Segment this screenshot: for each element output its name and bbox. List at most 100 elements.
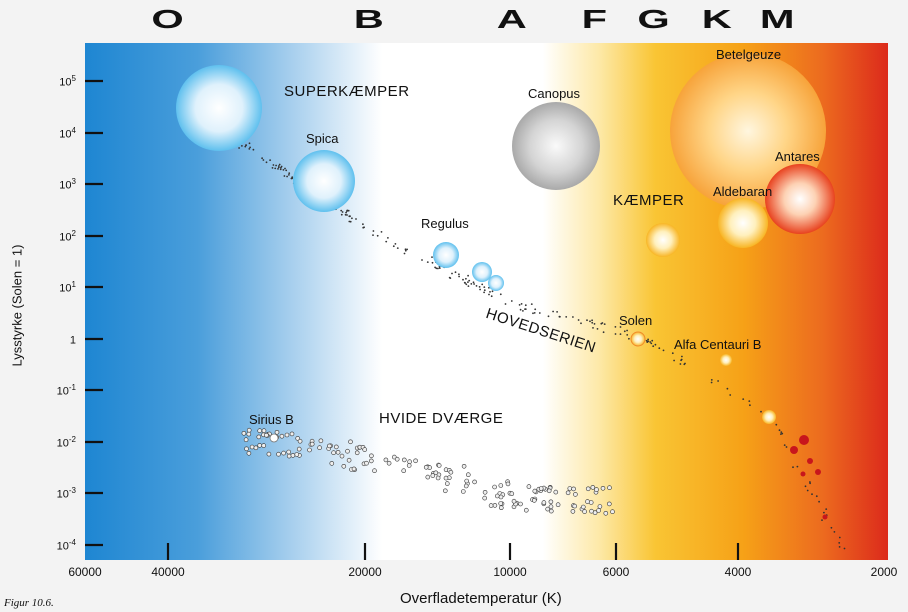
spectral-class-a: A — [496, 4, 531, 34]
star-dot — [710, 381, 713, 384]
star-dot — [532, 312, 534, 315]
star-dot — [451, 272, 453, 275]
star-dot — [431, 261, 434, 264]
label-canopus: Canopus — [528, 86, 581, 101]
star-dot — [498, 501, 504, 506]
star-dot — [577, 319, 580, 321]
star-dot — [465, 277, 467, 280]
star-dot — [272, 164, 275, 166]
y-tick-label: 101 — [59, 280, 76, 295]
star-dot — [274, 167, 277, 170]
star-dot — [281, 450, 286, 456]
star-dot — [538, 312, 541, 314]
y-tick-label: 105 — [59, 74, 76, 89]
star-dot — [288, 172, 291, 175]
star-dot — [806, 489, 809, 492]
star-dot — [257, 428, 262, 434]
star-dot — [729, 394, 732, 396]
star-dot — [335, 449, 341, 455]
star-dot — [284, 167, 286, 170]
star-dot — [623, 330, 626, 333]
star-dot — [394, 456, 400, 462]
star-dot — [331, 450, 336, 456]
x-tick-label: 4000 — [724, 565, 752, 579]
star-dot — [607, 485, 612, 491]
star-dot — [404, 248, 407, 251]
star-dot — [673, 359, 675, 362]
star-dot — [580, 322, 582, 325]
star-dot — [274, 429, 280, 435]
star-dot — [792, 466, 794, 469]
star-dot — [458, 275, 460, 278]
star-dot — [448, 469, 454, 475]
star-dot — [796, 465, 799, 468]
star-dot — [433, 470, 439, 476]
star-dot — [406, 463, 412, 468]
star-dot — [248, 148, 251, 150]
star-dot — [245, 144, 247, 147]
star-dot — [261, 157, 263, 160]
star-dot — [261, 443, 266, 448]
star-dot — [649, 341, 652, 343]
star-dot — [585, 486, 591, 492]
star-dot — [654, 343, 657, 346]
star-dot — [277, 166, 280, 169]
y-axis-title: Lysstyrke (Solen = 1) — [9, 244, 25, 367]
star-dot — [346, 214, 348, 216]
star-dot — [443, 475, 449, 481]
star-dot — [296, 446, 302, 452]
star-dot — [619, 333, 622, 335]
star-dot — [348, 220, 351, 223]
star-dot — [647, 340, 650, 343]
star-dot — [545, 506, 551, 512]
star-dot — [510, 300, 513, 302]
star-dot — [286, 175, 288, 178]
star-dot — [833, 531, 836, 533]
y-tick-label: 10-2 — [56, 435, 76, 450]
star-dot — [421, 259, 423, 261]
star-dot — [309, 441, 315, 447]
antares-star — [765, 164, 835, 234]
star-dot — [489, 291, 491, 293]
star-dot — [586, 319, 588, 322]
star-dot — [591, 319, 593, 322]
star-dot — [473, 283, 475, 285]
star-dot — [526, 484, 532, 489]
white-dwarf-dots — [241, 427, 615, 516]
star-dot — [383, 457, 389, 463]
star-dot — [280, 165, 283, 168]
star-dot — [760, 410, 762, 413]
spectral-class-m: M — [759, 4, 798, 34]
star-dot — [781, 432, 784, 435]
star-dot — [364, 460, 369, 466]
star-dot — [589, 320, 591, 323]
star-dot — [710, 379, 713, 381]
star-dot — [289, 431, 295, 437]
star-dot — [534, 308, 537, 311]
star-dot — [442, 488, 448, 494]
label-betelgeuze: Betelgeuze — [716, 47, 782, 62]
star-dot — [465, 472, 471, 478]
star-dot — [290, 453, 296, 458]
star-dot — [462, 278, 464, 281]
star-dot — [483, 289, 486, 292]
star-dot — [547, 315, 550, 318]
star-dot — [593, 323, 596, 325]
star-dot — [491, 290, 494, 293]
star-dot — [559, 315, 561, 318]
star-dot — [481, 283, 484, 286]
star-dot — [278, 163, 281, 166]
star-dot — [602, 331, 605, 334]
spectral-class-o: O — [151, 4, 187, 34]
star-dot — [662, 349, 665, 352]
star-dot — [572, 316, 574, 318]
star-dot — [483, 291, 485, 294]
star-dot — [671, 352, 674, 355]
red-dwarf-star — [762, 410, 776, 424]
star-dot — [518, 501, 523, 507]
star-dot — [594, 487, 599, 492]
x-tick-label: 2000 — [870, 565, 898, 579]
star-dot — [467, 281, 469, 283]
star-dot — [778, 429, 781, 432]
star-dot — [448, 276, 451, 279]
